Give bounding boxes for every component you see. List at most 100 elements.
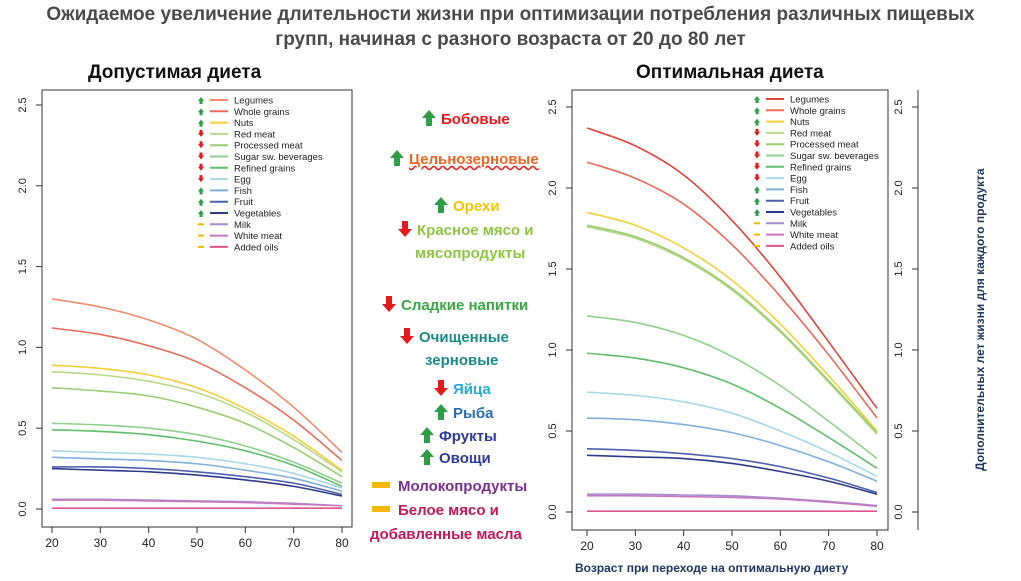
up-arrow-icon — [422, 110, 436, 126]
up-arrow-icon — [434, 197, 448, 213]
left-series-line — [51, 364, 343, 471]
left-legend-entry: Nuts — [234, 118, 254, 129]
left-legend-dash-icon — [198, 223, 204, 226]
right-legend-entry: Legumes — [790, 95, 829, 106]
food-label-text: Белое мясо и — [398, 502, 499, 519]
right-legend-entry: Fish — [790, 185, 808, 196]
food-label-6: Очищенные — [400, 328, 509, 346]
food-label-14: добавленные масла — [370, 526, 522, 543]
right-legend-entry: Fruit — [790, 196, 809, 207]
right-secondary-tick-label: 2.0 — [893, 180, 905, 195]
left-legend-down-arrow-icon — [198, 163, 204, 171]
food-label-3: Красное мясо и — [398, 221, 533, 239]
food-label-5: Сладкие напитки — [382, 296, 528, 314]
left-legend-entry: White meat — [234, 231, 282, 242]
food-label-7: зерновые — [425, 352, 498, 369]
right-series-line — [586, 494, 878, 508]
right-series-line — [586, 448, 878, 494]
title-line-1: Ожидаемое увеличение длительности жизни … — [46, 4, 975, 25]
food-label-text: Орехи — [453, 198, 500, 215]
right-x-tick-label: 30 — [629, 539, 643, 553]
food-label-text: Яйца — [453, 381, 491, 398]
right-legend-up-arrow-icon — [754, 107, 760, 115]
right-y-tick-label: 1.5 — [547, 261, 559, 276]
down-arrow-icon — [400, 328, 414, 344]
right-series-line — [586, 352, 878, 469]
right-secondary-tick-label: 1.5 — [893, 261, 905, 276]
right-legend-entry: Nuts — [790, 117, 810, 128]
food-label-text: Бобовые — [441, 111, 510, 128]
left-series-line — [51, 327, 343, 462]
right-series-line — [586, 226, 878, 435]
food-label-10: Фрукты — [420, 427, 497, 445]
right-chart-title: Оптимальная диета — [636, 62, 824, 83]
page-title: Ожидаемое увеличение длительности жизни … — [0, 2, 1021, 52]
left-legend-up-arrow-icon — [198, 119, 204, 127]
right-y-tick-label: 1.0 — [547, 342, 559, 357]
food-label-text: Фрукты — [439, 428, 497, 445]
dash-icon — [372, 506, 390, 512]
left-y-tick-label: 1.5 — [17, 259, 29, 274]
left-y-tick-label: 0.0 — [17, 501, 29, 516]
right-plot-frame — [571, 89, 889, 531]
left-x-tick-label: 80 — [335, 536, 349, 550]
food-label-text: Молокопродукты — [398, 478, 528, 495]
down-arrow-icon — [398, 221, 412, 237]
right-legend-entry: Processed meat — [790, 140, 859, 151]
food-label-4: мясопродукты — [415, 245, 525, 262]
food-label-text: добавленные масла — [370, 526, 522, 543]
right-legend-entry: Red meat — [790, 128, 832, 139]
left-series-line — [51, 499, 343, 507]
food-label-1: Цельнозерновые — [390, 150, 539, 168]
right-legend-up-arrow-icon — [754, 96, 760, 103]
right-legend-dash-icon — [754, 233, 760, 236]
x-axis-label: Возраст при переходе на оптимальную диет… — [575, 561, 849, 575]
left-legend-down-arrow-icon — [198, 175, 204, 183]
right-y-tick-label: 2.5 — [547, 99, 559, 114]
left-legend-entry: Processed meat — [234, 141, 303, 152]
left-chart-title: Допустимая диета — [88, 62, 262, 83]
food-label-13: Белое мясо и — [372, 502, 499, 519]
left-legend-entry: Red meat — [234, 129, 276, 140]
left-y-tick-label: 1.0 — [17, 340, 29, 355]
right-legend-entry: Added oils — [790, 241, 835, 252]
food-label-text: зерновые — [425, 352, 499, 369]
left-legend-up-arrow-icon — [198, 198, 204, 206]
up-arrow-icon — [420, 427, 434, 443]
left-legend-dash-icon — [198, 245, 204, 248]
right-secondary-tick-label: 2.5 — [893, 99, 905, 114]
right-legend-entry: White meat — [790, 230, 838, 241]
right-x-tick-label: 20 — [580, 539, 594, 553]
food-label-12: Молокопродукты — [372, 478, 527, 495]
right-legend-entry: Vegetables — [790, 208, 837, 219]
left-x-tick-label: 40 — [142, 536, 156, 550]
left-legend-up-arrow-icon — [198, 210, 204, 217]
left-y-tick-label: 2.5 — [17, 97, 29, 112]
left-legend-entry: Fish — [234, 186, 252, 197]
left-legend-entry: Whole grains — [234, 107, 290, 118]
left-series-line — [51, 456, 343, 492]
left-legend-entry: Vegetables — [234, 209, 281, 220]
right-series-line — [586, 493, 878, 507]
left-legend-down-arrow-icon — [198, 129, 204, 137]
right-legend-down-arrow-icon — [754, 128, 760, 136]
right-secondary-tick-label: 0.0 — [893, 504, 905, 519]
right-secondary-tick-label: 0.5 — [893, 423, 905, 438]
left-legend-entry: Milk — [234, 220, 251, 231]
right-legend-up-arrow-icon — [754, 209, 760, 216]
food-label-11: Овощи — [420, 449, 491, 467]
left-legend-entry: Added oils — [234, 242, 279, 253]
right-legend-entry: Refined grains — [790, 162, 852, 173]
right-secondary-tick-label: 1.0 — [893, 342, 905, 357]
right-x-tick-label: 60 — [774, 539, 788, 553]
up-arrow-icon — [434, 404, 448, 420]
left-series-line — [51, 370, 343, 473]
left-series-line — [51, 387, 343, 478]
right-x-tick-label: 70 — [822, 539, 836, 553]
left-legend-up-arrow-icon — [198, 108, 204, 116]
food-label-text: Очищенные — [419, 329, 509, 346]
right-legend-up-arrow-icon — [754, 118, 760, 126]
food-label-9: Рыба — [434, 404, 493, 422]
food-label-text: Сладкие напитки — [401, 297, 529, 314]
